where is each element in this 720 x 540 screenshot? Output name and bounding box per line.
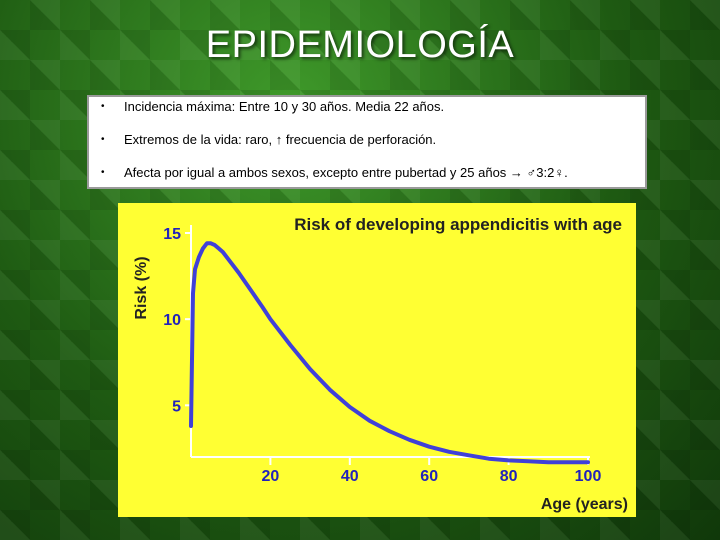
bullet-text: Afecta por igual a ambos sexos, excepto …	[124, 165, 568, 180]
slide-title: EPIDEMIOLOGÍA	[205, 24, 515, 66]
bullet-box: • Incidencia máxima: Entre 10 y 30 años.…	[87, 95, 647, 189]
x-axis-label: Age (years)	[541, 496, 628, 513]
y-axis-label: Risk (%)	[133, 256, 150, 319]
bullet-text: Incidencia máxima: Entre 10 y 30 años. M…	[124, 99, 445, 114]
y-tick-label: 5	[172, 398, 181, 415]
x-tick-label: 20	[262, 468, 280, 485]
bullet-marker: •	[101, 101, 105, 112]
risk-chart: Risk of developing appendicitis with age…	[118, 203, 636, 517]
series-line-risk	[189, 241, 590, 465]
x-tick-label: 100	[575, 468, 602, 485]
x-tick-label: 60	[420, 468, 438, 485]
x-tick-label: 40	[341, 468, 359, 485]
bullet-marker: •	[101, 134, 105, 145]
chart-background	[118, 203, 636, 517]
y-tick-label: 15	[163, 226, 181, 243]
chart-container: Risk of developing appendicitis with age…	[118, 203, 636, 517]
chart-title: Risk of developing appendicitis with age	[294, 215, 622, 234]
bullet-text: Extremos de la vida: raro, ↑ frecuencia …	[124, 132, 437, 147]
bullet-marker: •	[101, 167, 105, 178]
x-tick-label: 80	[500, 468, 518, 485]
y-tick-label: 10	[163, 312, 181, 329]
